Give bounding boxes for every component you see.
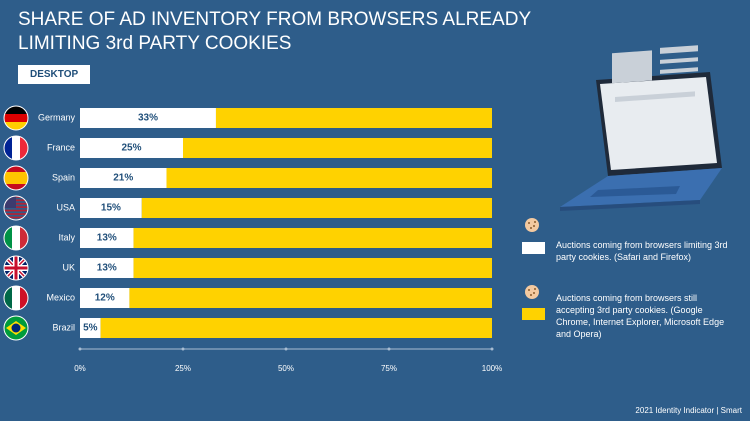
legend-swatch: [522, 308, 545, 320]
bar-segment: [215, 108, 492, 128]
category-label: Italy: [58, 232, 75, 242]
category-label: USA: [56, 202, 75, 212]
flag-stripe: [20, 136, 28, 160]
flag-ring: [3, 165, 29, 191]
cookie-chip: [528, 222, 530, 224]
bar-segment: [80, 168, 167, 188]
bar-segment: [183, 138, 492, 158]
flag: [4, 166, 28, 190]
category-label: Germany: [38, 112, 76, 122]
value-label: 12%: [95, 293, 115, 304]
cookie-chip: [533, 292, 535, 294]
value-label: 33%: [138, 113, 158, 124]
cookie-chip: [533, 225, 535, 227]
category-label: UK: [62, 262, 75, 272]
flag-stripe: [4, 184, 28, 190]
value-label: 15%: [101, 203, 121, 214]
chart-title: SHARE OF AD INVENTORY FROM BROWSERS ALRE…: [18, 9, 531, 54]
legend-label: Auctions coming from browsers still acce…: [556, 293, 725, 339]
value-label: 21%: [113, 173, 133, 184]
flag-stripe: [4, 226, 13, 250]
tick-mark: [78, 347, 82, 351]
bar-segment: [80, 228, 134, 248]
value-label: 13%: [97, 233, 117, 244]
flag-ring: [3, 255, 29, 281]
bar-segment: [129, 288, 492, 308]
cookie-icon: [525, 218, 539, 232]
flag: [4, 256, 28, 280]
cookie-chip: [530, 227, 532, 229]
bar-segment: [133, 228, 492, 248]
flag-stripe: [4, 136, 13, 160]
cookie-chip: [534, 221, 536, 223]
legend-swatch: [522, 242, 545, 254]
x-tick-label: 75%: [381, 364, 397, 373]
value-label: 13%: [97, 263, 117, 274]
tick-mark: [490, 347, 494, 351]
flag-ring: [3, 225, 29, 251]
flag-stripe: [20, 286, 28, 310]
x-tick-label: 50%: [278, 364, 294, 373]
flag-ring: [3, 105, 29, 131]
flag: [4, 106, 28, 130]
bar-segment: [100, 318, 492, 338]
flag-ring: [3, 315, 29, 341]
bar-segment: [80, 138, 183, 158]
category-label: Brazil: [52, 322, 75, 332]
flag-stripe: [4, 216, 28, 219]
flag: [4, 316, 28, 340]
tick-mark: [284, 347, 288, 351]
flag-stripe: [4, 209, 28, 212]
bar-segment: [80, 198, 142, 218]
flag-cross: [4, 256, 28, 280]
flag-stripe: [4, 213, 28, 215]
legend-label: Auctions coming from browsers limiting 3…: [556, 240, 728, 262]
flag-stripe: [4, 166, 28, 172]
flag-stripe: [4, 286, 13, 310]
flag-stripe: [20, 226, 28, 250]
flag: [4, 286, 28, 310]
flag-stripe: [12, 136, 21, 160]
flag-ring: [3, 195, 29, 221]
cookie-chip: [528, 289, 530, 291]
bar-segment: [166, 168, 492, 188]
tick-mark: [387, 347, 391, 351]
category-label: Spain: [52, 172, 75, 182]
bar-segment: [141, 198, 493, 218]
flag-ring: [3, 135, 29, 161]
value-label: 25%: [121, 143, 141, 154]
bar-segment: [80, 258, 134, 278]
flag-stripe: [12, 286, 21, 310]
flag-circle: [11, 323, 21, 333]
x-tick-label: 0%: [74, 364, 86, 373]
category-label: France: [47, 142, 75, 152]
subtitle-badge: DESKTOP: [18, 65, 91, 84]
laptop-illustration: [560, 45, 722, 211]
bar-segment: [80, 108, 216, 128]
x-tick-label: 25%: [175, 364, 191, 373]
bar-segment: [80, 288, 130, 308]
flag-ring: [3, 285, 29, 311]
cookie-icon: [525, 285, 539, 299]
source: 2021 Identity Indicator | Smart: [635, 406, 742, 415]
flag: [4, 136, 28, 160]
cookie-chip: [534, 288, 536, 290]
flag: [4, 226, 28, 250]
tick-mark: [181, 347, 185, 351]
x-tick-label: 100%: [482, 364, 502, 373]
flag-stripe: [4, 122, 28, 130]
value-label: 5%: [83, 323, 98, 334]
bar-segment: [133, 258, 492, 278]
flag-stripe: [4, 106, 28, 114]
category-label: Mexico: [46, 292, 75, 302]
cookie-chip: [530, 294, 532, 296]
flag-stripe: [4, 172, 28, 184]
bar-segment: [80, 318, 101, 338]
flag-stripe: [12, 226, 21, 250]
flag-stripe: [4, 114, 28, 122]
